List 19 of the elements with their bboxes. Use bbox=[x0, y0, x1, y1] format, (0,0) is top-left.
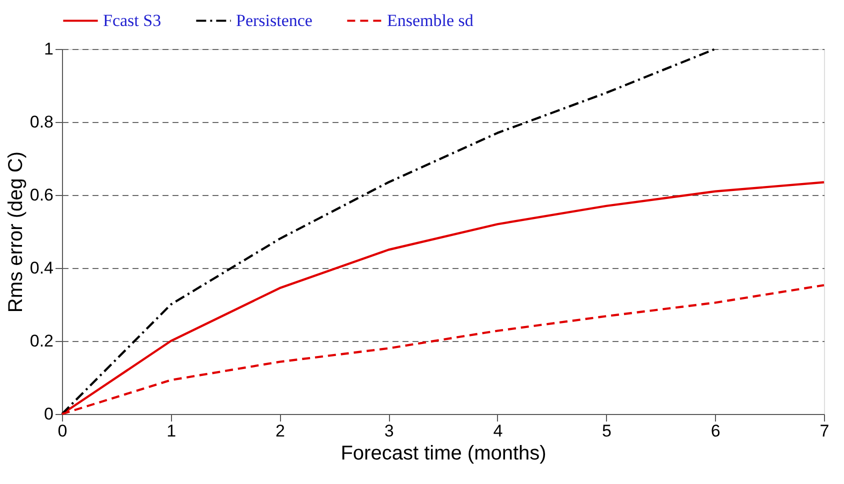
y-tick-label: 0.2 bbox=[30, 332, 54, 350]
x-tick-label: 5 bbox=[602, 422, 612, 440]
x-tick-label: 2 bbox=[275, 422, 285, 440]
y-tick-label: 0 bbox=[44, 404, 54, 424]
x-axis-title: Forecast time (months) bbox=[340, 442, 546, 464]
legend-label: Fcast S3 bbox=[103, 10, 162, 30]
x-tick-label: 3 bbox=[384, 422, 394, 440]
x-tick-label: 7 bbox=[820, 422, 830, 440]
x-tick-label: 1 bbox=[166, 422, 176, 440]
y-tick-label: 0.8 bbox=[30, 112, 54, 132]
x-tick-label: 4 bbox=[493, 422, 503, 440]
x-tick-label: 0 bbox=[58, 422, 68, 440]
x-tick-label: 6 bbox=[710, 422, 720, 440]
legend-label: Ensemble sd bbox=[387, 10, 474, 30]
y-tick-label: 0.4 bbox=[30, 258, 54, 278]
y-tick-label: 1 bbox=[44, 40, 54, 58]
legend-label: Persistence bbox=[236, 10, 312, 30]
y-tick-label: 0.6 bbox=[30, 186, 54, 204]
y-axis-title: Rms error (deg C) bbox=[4, 151, 27, 313]
